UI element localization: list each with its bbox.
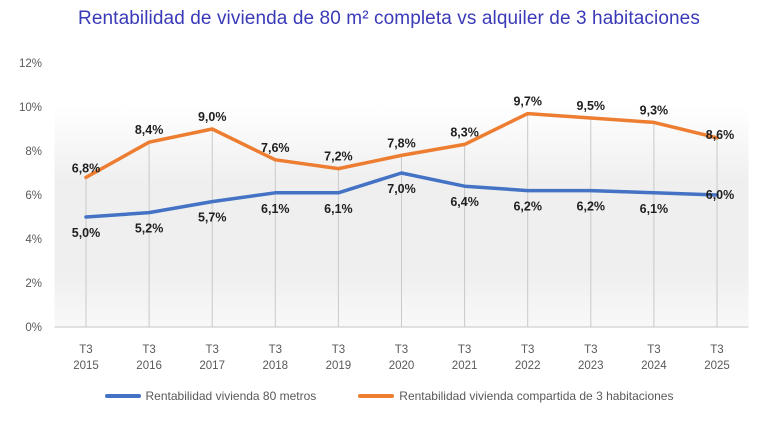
legend-label: Rentabilidad vivienda 80 metros — [145, 389, 317, 403]
data-label: 7,2% — [324, 150, 353, 164]
data-label: 9,0% — [198, 110, 227, 124]
data-label: 5,0% — [72, 226, 101, 240]
x-axis-tick-label: T3 2018 — [263, 344, 289, 372]
data-label: 6,1% — [640, 202, 669, 216]
x-axis-tick-label: T3 2023 — [578, 344, 604, 372]
x-axis-tick-label: T3 2020 — [389, 344, 415, 372]
legend-label: Rentabilidad vivienda compartida de 3 ha… — [399, 389, 674, 403]
series-line-vivienda-80-metros — [84, 171, 719, 219]
data-label: 6,8% — [72, 161, 101, 175]
data-label: 6,1% — [261, 202, 290, 216]
x-axis-tick-label: T3 2016 — [136, 344, 162, 372]
data-label: 5,2% — [135, 222, 164, 236]
data-label: 8,3% — [450, 125, 479, 139]
series-line-vivienda-compartida — [84, 111, 719, 180]
legend: Rentabilidad vivienda 80 metros Rentabil… — [0, 389, 778, 403]
x-axis-tick-label: T3 2021 — [452, 344, 478, 372]
chart-title: Rentabilidad de vivienda de 80 m² comple… — [78, 8, 700, 29]
data-label: 6,2% — [513, 200, 542, 214]
data-label: 5,7% — [198, 211, 227, 225]
legend-item-vivienda-80-metros: Rentabilidad vivienda 80 metros — [104, 389, 317, 403]
data-label: 6,2% — [577, 200, 606, 214]
data-label: 9,7% — [513, 95, 542, 109]
legend-line-swatch-orange — [358, 394, 395, 398]
x-axis-tick-label: T3 2025 — [704, 344, 730, 372]
x-axis-tick-label: T3 2017 — [199, 344, 225, 372]
data-label: 8,4% — [135, 123, 164, 137]
data-label: 6,1% — [324, 202, 353, 216]
data-label: 6,4% — [450, 195, 479, 209]
y-axis-tick-label: 4% — [25, 234, 42, 246]
x-axis-tick-label: T3 2015 — [73, 344, 99, 372]
x-axis-tick-label: T3 2022 — [515, 344, 541, 372]
x-axis-tick-label: T3 2024 — [641, 344, 667, 372]
legend-line-swatch-blue — [104, 394, 141, 398]
x-axis-tick-label: T3 2019 — [326, 344, 352, 372]
legend-item-vivienda-compartida: Rentabilidad vivienda compartida de 3 ha… — [358, 389, 673, 403]
y-axis-tick-label: 8% — [25, 146, 42, 158]
data-label: 9,3% — [640, 103, 669, 117]
y-axis-tick-label: 10% — [19, 102, 42, 114]
data-label: 7,6% — [261, 141, 290, 155]
y-axis-tick-label: 6% — [25, 190, 42, 202]
y-axis-tick-label: 2% — [25, 278, 42, 290]
data-label: 6,0% — [706, 188, 735, 202]
y-axis-tick-label: 12% — [19, 58, 42, 70]
data-label: 7,0% — [387, 182, 416, 196]
data-label: 9,5% — [577, 99, 606, 113]
data-label: 8,6% — [706, 128, 735, 142]
data-label: 7,8% — [387, 136, 416, 150]
y-axis-tick-label: 0% — [25, 322, 42, 334]
